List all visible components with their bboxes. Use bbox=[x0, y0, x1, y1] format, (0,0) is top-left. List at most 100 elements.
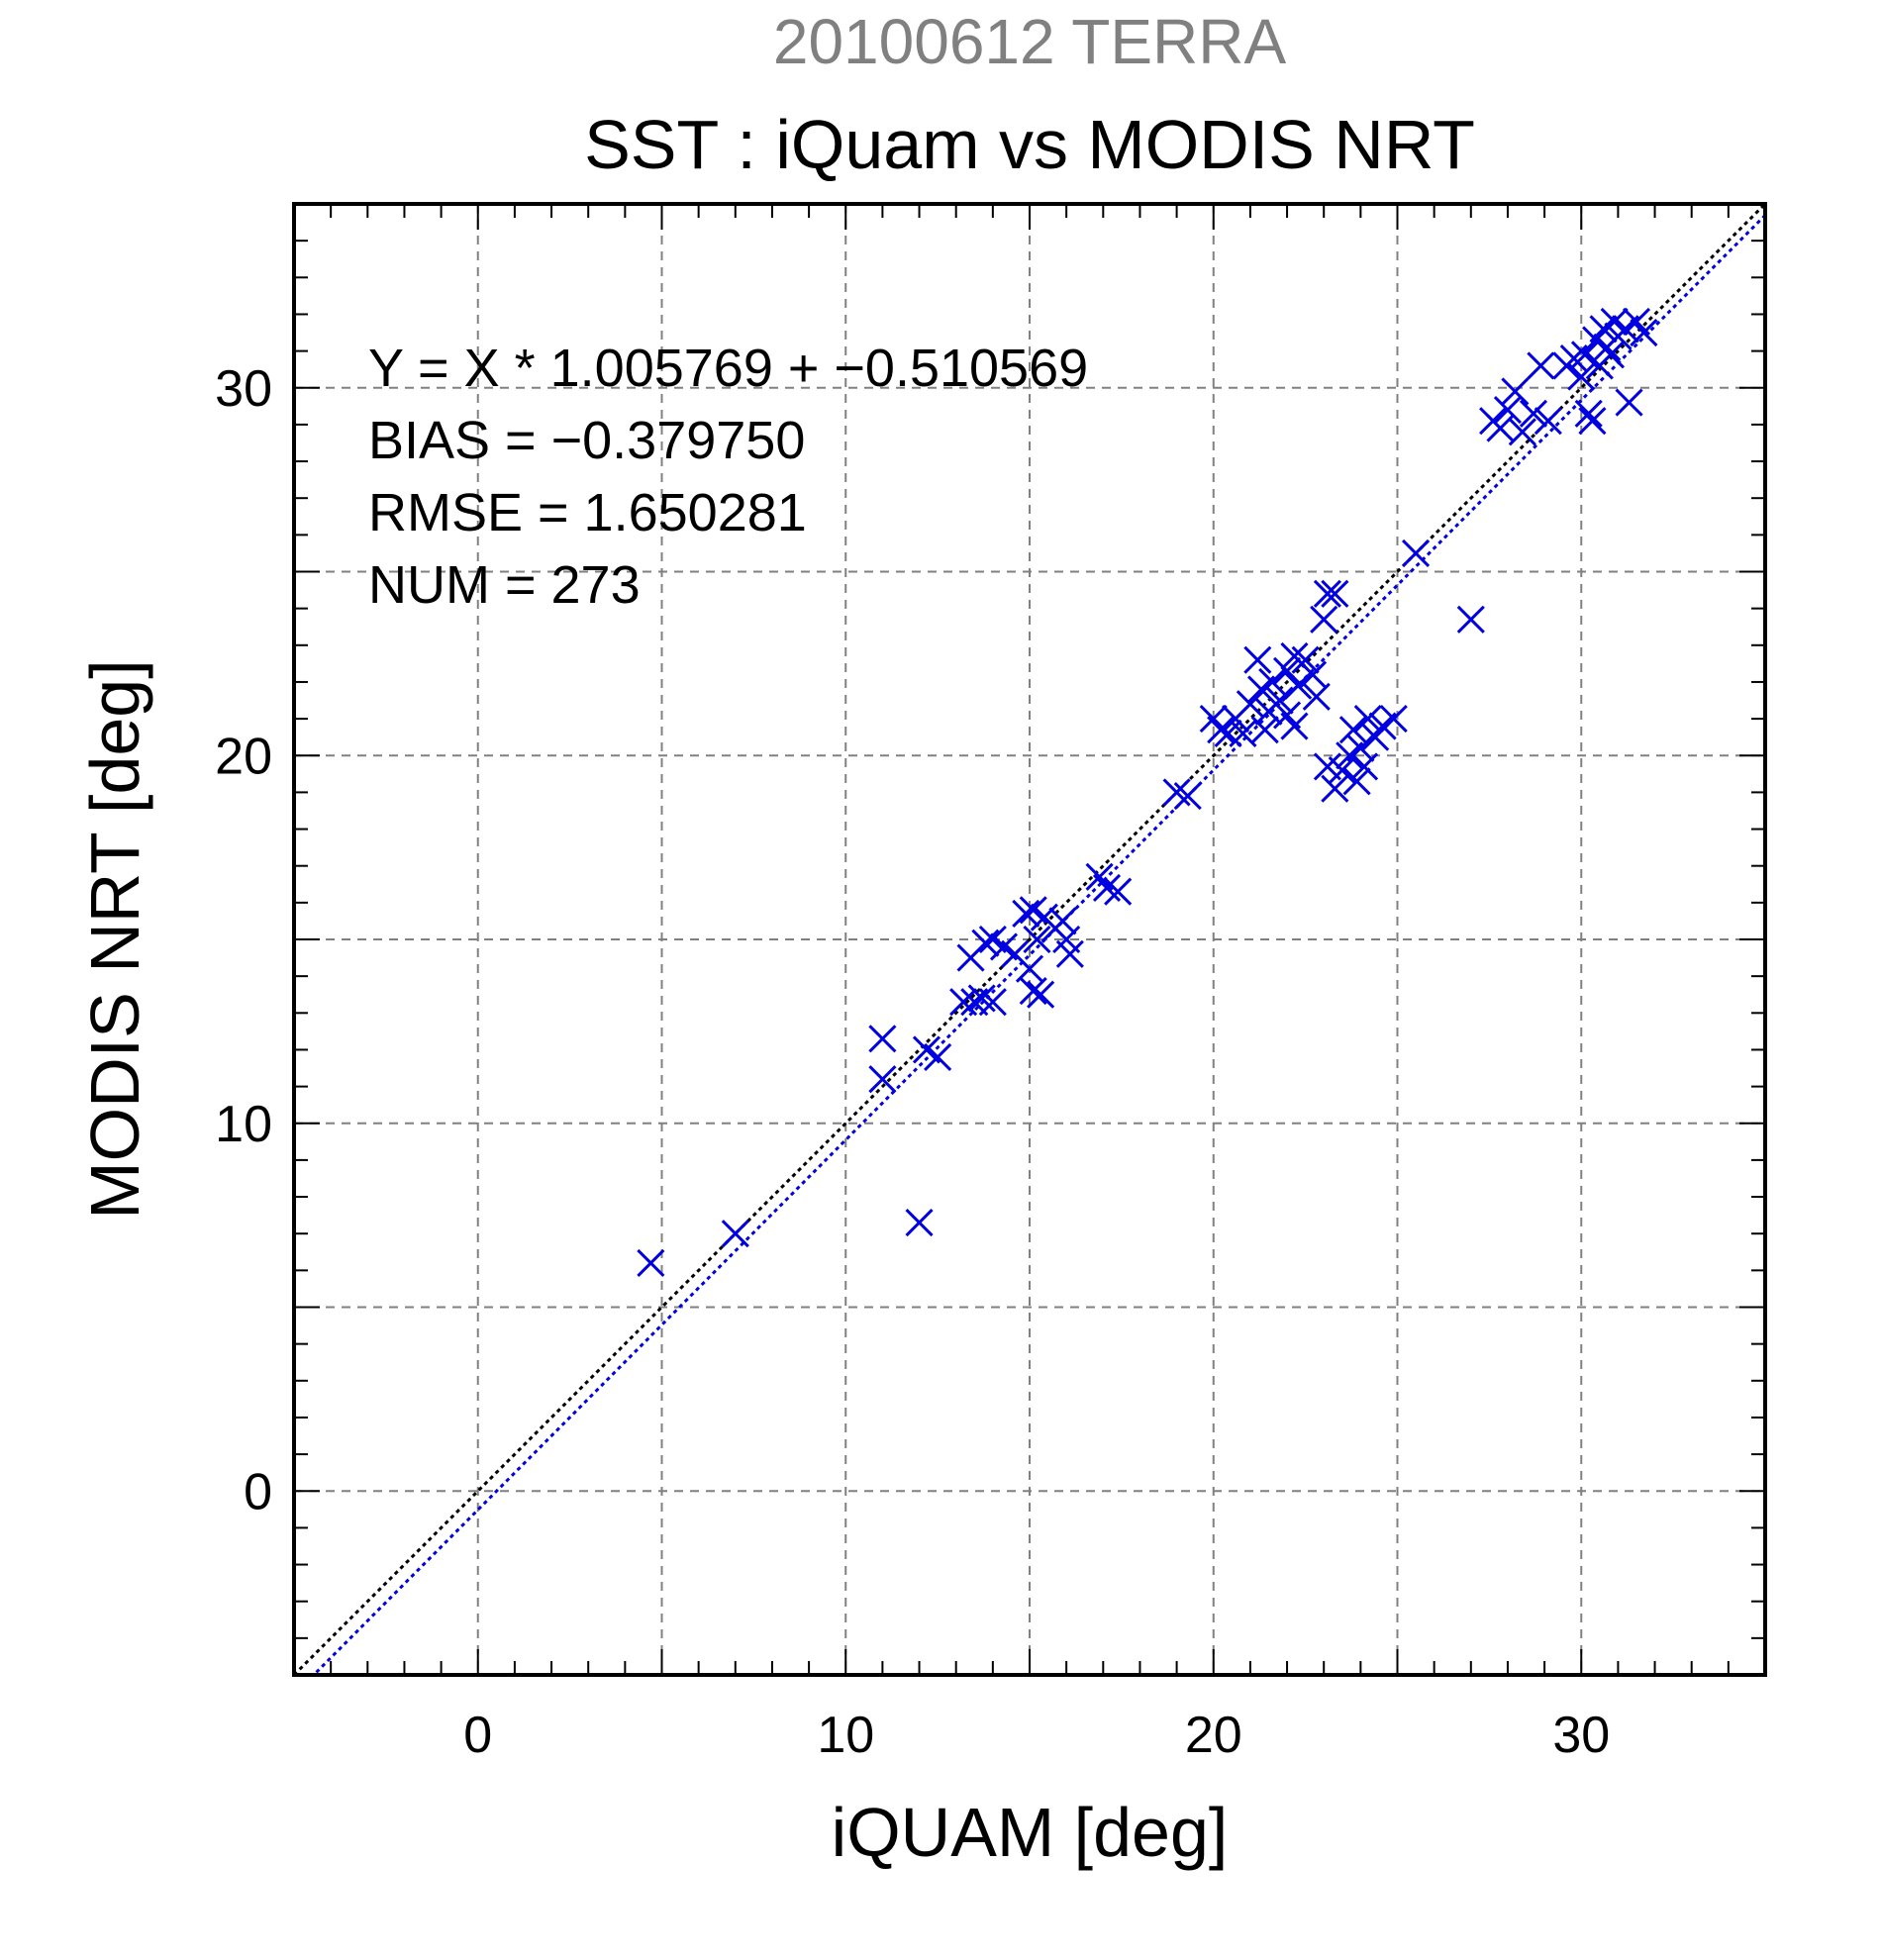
data-point bbox=[1162, 778, 1191, 807]
data-point bbox=[978, 988, 1007, 1017]
data-point bbox=[1501, 377, 1530, 406]
data-point-stroke bbox=[1001, 939, 1030, 968]
data-point bbox=[1291, 645, 1320, 674]
data-points bbox=[637, 307, 1658, 1277]
data-point-stroke bbox=[1596, 341, 1626, 369]
data-point bbox=[1527, 351, 1555, 380]
data-point-stroke bbox=[1291, 645, 1320, 674]
data-point-stroke bbox=[1092, 873, 1122, 903]
data-point-stroke bbox=[1229, 719, 1257, 748]
data-point-stroke bbox=[1567, 362, 1596, 391]
data-point bbox=[1321, 774, 1349, 803]
x-tick-label: 20 bbox=[1185, 1707, 1242, 1764]
data-point bbox=[1027, 980, 1055, 1009]
data-point-stroke bbox=[1019, 976, 1047, 1006]
data-point-stroke bbox=[1574, 399, 1603, 428]
data-point bbox=[1350, 752, 1379, 781]
y-tick-label: 10 bbox=[215, 1096, 272, 1153]
data-point-stroke bbox=[1622, 307, 1651, 336]
data-point bbox=[1012, 899, 1040, 929]
data-point-stroke bbox=[1353, 705, 1382, 734]
data-point-stroke bbox=[1508, 418, 1536, 446]
data-point bbox=[949, 988, 978, 1017]
data-point-stroke bbox=[1519, 399, 1548, 428]
y-tick-label: 0 bbox=[244, 1463, 272, 1520]
data-point bbox=[868, 1025, 897, 1053]
y-tick-label: 30 bbox=[215, 360, 272, 418]
data-point-stroke bbox=[1236, 690, 1264, 719]
data-point bbox=[1265, 686, 1294, 715]
data-point bbox=[1023, 925, 1051, 954]
data-point bbox=[1236, 690, 1264, 719]
data-point-stroke bbox=[1272, 656, 1302, 685]
data-point-stroke bbox=[967, 984, 996, 1013]
stats-line: RMSE = 1.650281 bbox=[368, 483, 807, 542]
data-point-stroke bbox=[1280, 712, 1309, 740]
data-point bbox=[1567, 362, 1596, 391]
data-point-stroke bbox=[1173, 782, 1202, 811]
data-point bbox=[1630, 318, 1658, 347]
reference-lines bbox=[294, 204, 1765, 1675]
data-point-stroke bbox=[1302, 682, 1331, 711]
data-point-stroke bbox=[1272, 701, 1302, 730]
data-point-stroke bbox=[1313, 752, 1341, 781]
data-point-stroke bbox=[1207, 716, 1236, 744]
y-axis-label: MODIS NRT [deg] bbox=[76, 659, 153, 1219]
data-point-stroke bbox=[978, 988, 1007, 1017]
data-point-stroke bbox=[1104, 877, 1133, 906]
data-point-stroke bbox=[1243, 645, 1272, 674]
data-point-stroke bbox=[1280, 641, 1309, 671]
data-point-stroke bbox=[1265, 686, 1294, 715]
data-point-stroke bbox=[1298, 660, 1328, 689]
data-point bbox=[1493, 395, 1523, 425]
data-point bbox=[1104, 877, 1133, 906]
data-point bbox=[1250, 716, 1279, 744]
data-point-stroke bbox=[868, 1065, 897, 1094]
data-point bbox=[1534, 407, 1562, 436]
data-point bbox=[1055, 939, 1084, 968]
data-point bbox=[1342, 767, 1371, 796]
data-point-stroke bbox=[868, 1025, 897, 1053]
data-point-stroke bbox=[1600, 307, 1629, 336]
data-point bbox=[1338, 716, 1367, 744]
plot-frame bbox=[292, 202, 1767, 1677]
data-point-stroke bbox=[905, 1208, 934, 1237]
data-point-stroke bbox=[1501, 377, 1530, 406]
data-point-stroke bbox=[971, 929, 1000, 957]
data-point-stroke bbox=[1214, 719, 1242, 748]
data-point bbox=[1173, 782, 1202, 811]
data-point-stroke bbox=[1015, 954, 1044, 983]
data-point-stroke bbox=[978, 925, 1007, 954]
data-point bbox=[1019, 976, 1047, 1006]
data-point-stroke bbox=[1578, 407, 1607, 436]
data-point bbox=[1310, 605, 1338, 634]
stats-annotation: Y = X * 1.005769 + −0.510569 BIAS = −0.37… bbox=[368, 339, 1088, 615]
data-point-stroke bbox=[924, 1042, 952, 1071]
stats-line: NUM = 273 bbox=[368, 555, 641, 615]
data-point-stroke bbox=[1019, 896, 1047, 925]
data-point-stroke bbox=[1630, 318, 1658, 347]
data-point-stroke bbox=[1321, 579, 1349, 608]
data-point-stroke bbox=[1085, 862, 1114, 891]
data-point bbox=[1272, 656, 1302, 685]
data-point bbox=[1321, 579, 1349, 608]
x-tick-label: 30 bbox=[1552, 1707, 1610, 1764]
identity-line bbox=[294, 204, 1765, 1675]
data-point bbox=[1346, 734, 1375, 762]
chart-supertitle: 20100612 TERRA bbox=[773, 6, 1287, 77]
data-point bbox=[721, 1220, 749, 1248]
data-point-stroke bbox=[1402, 539, 1431, 567]
data-point bbox=[1578, 407, 1607, 436]
data-point-stroke bbox=[1338, 716, 1367, 744]
data-point-stroke bbox=[1048, 907, 1077, 935]
data-point-stroke bbox=[637, 1248, 665, 1277]
data-point-stroke bbox=[1456, 605, 1485, 634]
data-point-stroke bbox=[1342, 767, 1371, 796]
data-point-stroke bbox=[1250, 716, 1279, 744]
data-point bbox=[1048, 907, 1077, 935]
data-point bbox=[1214, 719, 1242, 748]
data-point bbox=[1280, 712, 1309, 740]
data-point-stroke bbox=[949, 988, 978, 1017]
data-point bbox=[967, 984, 996, 1013]
